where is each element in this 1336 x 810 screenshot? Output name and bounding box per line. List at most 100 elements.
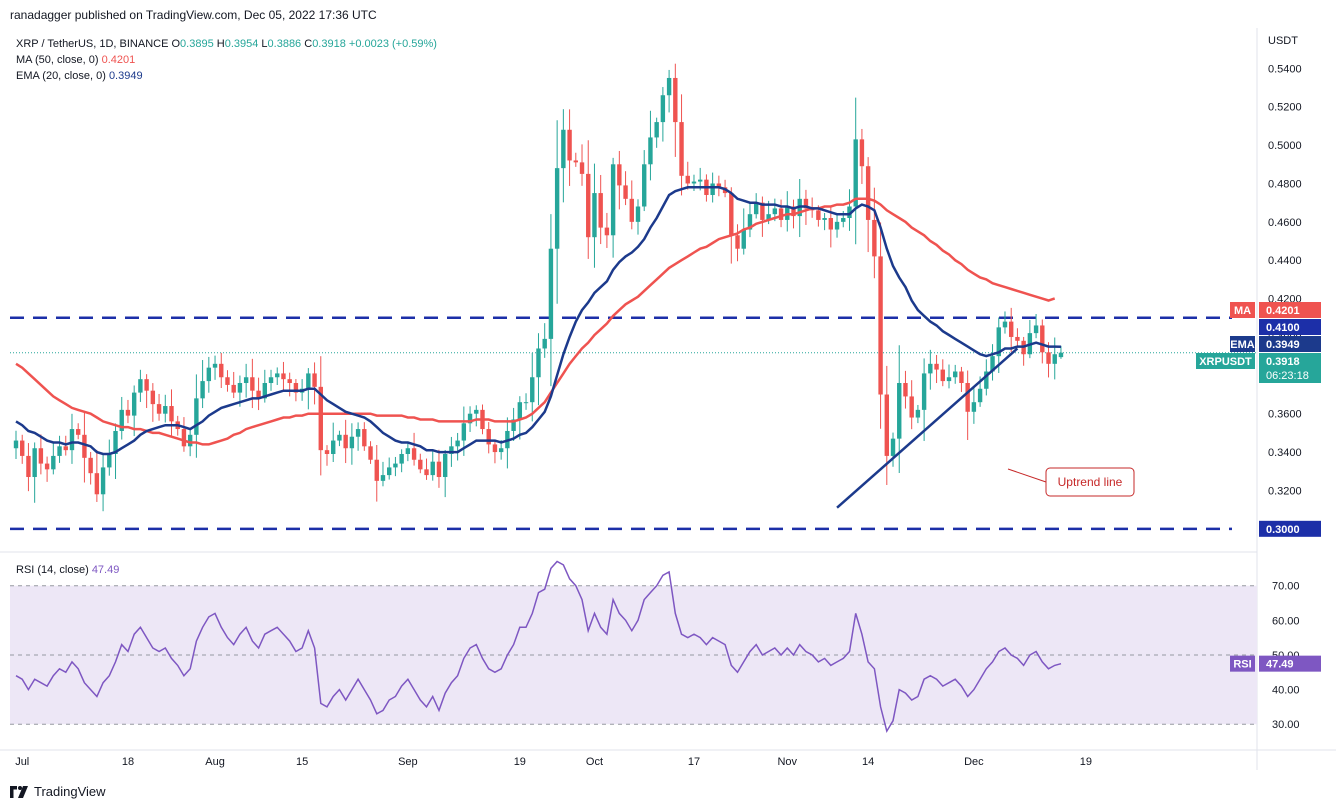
candle-body (803, 198, 809, 209)
price-tick-label: 0.4600 (1268, 217, 1302, 229)
symbol-tag-bg (1196, 353, 1255, 369)
candle (1002, 311, 1008, 334)
candle (355, 422, 361, 451)
candle (169, 389, 174, 437)
candle (909, 380, 914, 430)
candle-body (996, 327, 1001, 357)
resistance-badge: 0.4100 (1259, 319, 1321, 335)
candle (753, 193, 759, 219)
time-axis: Jul 18 Aug 15 Sep 19 Oct 17 Nov 14 Dec 19 (15, 756, 1092, 768)
candle (411, 432, 417, 466)
candle (206, 356, 212, 393)
candle (430, 451, 435, 481)
candle (542, 323, 547, 358)
candle (312, 362, 317, 405)
candle (69, 413, 75, 464)
candle-body (131, 392, 137, 416)
candle-body (747, 214, 753, 230)
candle-body (816, 210, 821, 220)
candle (617, 150, 622, 210)
candle (654, 117, 659, 148)
ema-badge-price-bg (1259, 336, 1321, 352)
candle-body (623, 185, 628, 199)
candle (368, 441, 373, 464)
candle-body (442, 453, 448, 478)
candle (138, 369, 143, 402)
candle (853, 97, 858, 245)
candle-body (399, 453, 404, 464)
candle-body (679, 122, 684, 176)
candle-body (673, 77, 678, 123)
candle (82, 410, 87, 483)
candle-body (256, 390, 261, 399)
candle-body (380, 475, 386, 481)
candle (679, 94, 684, 196)
candle-body (959, 371, 964, 384)
candle (1046, 342, 1051, 378)
support-badge: 0.3000 (1259, 520, 1321, 537)
candle-body (934, 363, 939, 370)
candle (561, 109, 566, 203)
price-tick-label: 0.4800 (1268, 178, 1302, 190)
legend-rsi: RSI (14, close) 47.49 (16, 564, 119, 576)
candle (934, 354, 939, 384)
legend-ma: MA (50, close, 0) 0.4201 (16, 54, 135, 66)
candle (492, 440, 498, 464)
candle-body (275, 373, 280, 378)
candle-body (268, 377, 274, 384)
candle-body (841, 218, 846, 222)
candle-body (610, 164, 616, 236)
candle (642, 150, 647, 212)
candle (990, 344, 995, 381)
candle (337, 430, 342, 447)
candle-body (455, 440, 460, 447)
candle (486, 422, 491, 454)
candle-body (1058, 352, 1064, 358)
candle (374, 444, 379, 502)
ema-badge: EMA 0.3949 (1230, 336, 1321, 352)
candle-body (51, 455, 56, 470)
resistance-badge-price-bg (1259, 319, 1321, 335)
candle-body (865, 166, 871, 220)
candle-body (293, 383, 299, 393)
candle-body (1033, 325, 1039, 334)
candle-body (1015, 336, 1020, 341)
candle (424, 458, 429, 480)
time-tick-label: Oct (586, 756, 603, 768)
rsi-band (10, 585, 1257, 725)
time-tick-label: Sep (398, 756, 418, 768)
candle-body (1009, 321, 1014, 337)
candle-body (1002, 321, 1008, 328)
candle (442, 449, 448, 498)
candle (890, 432, 896, 467)
candle-body (530, 377, 535, 403)
candle-body (250, 377, 255, 391)
candle-body (654, 122, 659, 138)
candle-body (20, 440, 25, 456)
candle (150, 383, 156, 422)
candle-body (735, 235, 740, 249)
top-bar: ranadagger published on TradingView.com,… (0, 0, 1336, 28)
candle-body (200, 381, 205, 399)
uptrend-line[interactable] (836, 347, 1019, 509)
annotation-text: Uptrend line (1058, 475, 1123, 489)
candle (921, 358, 927, 441)
candle-body (461, 423, 467, 441)
candle-body (847, 206, 852, 219)
candle (685, 161, 690, 190)
candle (380, 461, 386, 487)
candle-body (107, 453, 112, 468)
candle (903, 370, 908, 409)
candle (26, 443, 31, 492)
candle-body (144, 379, 149, 391)
rsi-badge-price: 47.49 (1266, 659, 1294, 671)
candle-body (125, 409, 131, 416)
candle-body (604, 227, 610, 236)
time-tick-label: 19 (514, 756, 526, 768)
candle-body (69, 429, 75, 451)
candle (1058, 345, 1064, 359)
candle (965, 370, 970, 440)
candle (915, 404, 921, 424)
candle-body (100, 467, 106, 495)
